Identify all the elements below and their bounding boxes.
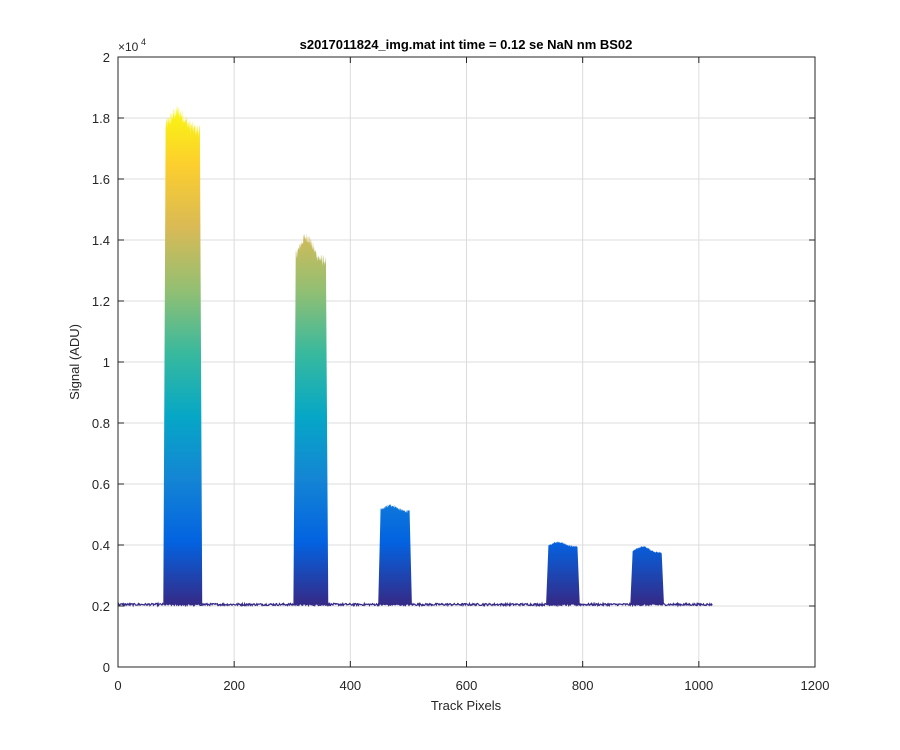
y-tick-label: 1.2 [92, 294, 110, 309]
y-axis-label: Signal (ADU) [67, 324, 82, 400]
x-tick-label: 0 [114, 678, 121, 693]
y-tick-label: 1.8 [92, 111, 110, 126]
x-tick-label: 800 [572, 678, 594, 693]
x-tick-label: 200 [223, 678, 245, 693]
y-exponent-label: ×10 [118, 40, 139, 54]
y-tick-label: 2 [103, 50, 110, 65]
grid [118, 57, 815, 667]
y-exponent-power: 4 [141, 37, 146, 47]
plot-area [117, 105, 713, 608]
peak-3 [378, 504, 412, 605]
y-tick-label: 0.6 [92, 477, 110, 492]
y-tick-label: 0.4 [92, 538, 110, 553]
peak-1 [163, 105, 203, 605]
x-axis-label: Track Pixels [431, 698, 502, 713]
x-tick-label: 600 [456, 678, 478, 693]
x-tick-label: 1000 [684, 678, 713, 693]
y-exponent: ×10 4 [118, 37, 146, 54]
peak-4 [546, 541, 580, 605]
y-tick-label: 1.6 [92, 172, 110, 187]
y-tick-label: 0.2 [92, 599, 110, 614]
baseline-trace [117, 601, 713, 608]
y-tick-label: 1.4 [92, 233, 110, 248]
y-tick-label: 0.8 [92, 416, 110, 431]
y-tick-label: 1 [103, 355, 110, 370]
peak-2 [293, 232, 329, 605]
axes: 0 200 400 600 800 1000 1200 0 0.2 0.4 0.6 0.8 1 1.2 1.… [92, 50, 830, 693]
peak-5 [630, 545, 664, 605]
y-tick-label: 0 [103, 660, 110, 675]
x-tick-label: 400 [339, 678, 361, 693]
x-tick-label: 1200 [801, 678, 830, 693]
chart-title: s2017011824_img.mat int time = 0.12 se N… [300, 37, 633, 52]
